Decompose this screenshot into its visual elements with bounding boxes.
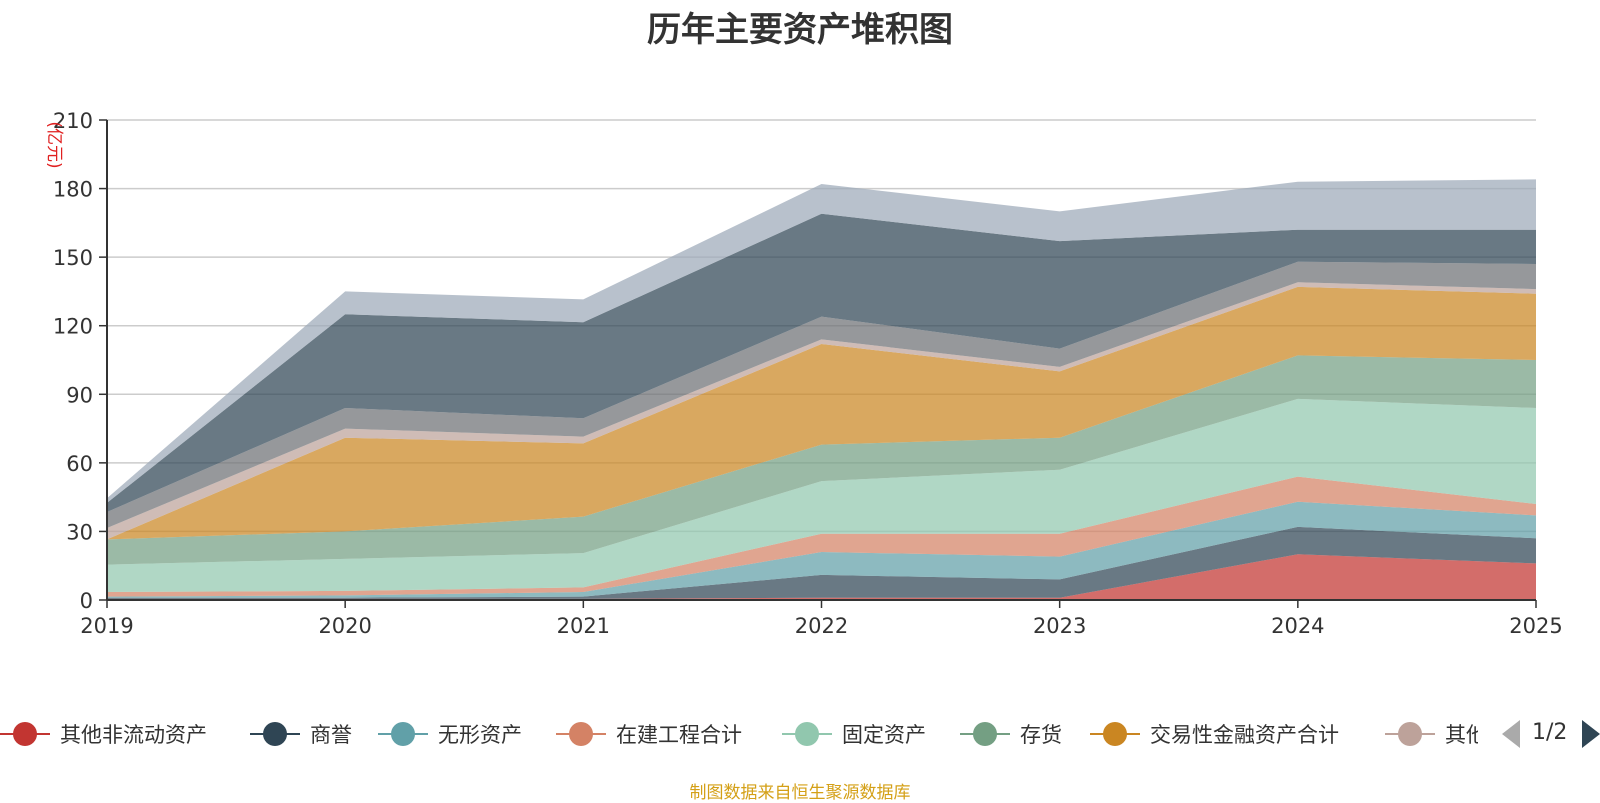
y-tick-label: 120 [53, 315, 93, 339]
area-series-3 [107, 476, 1536, 597]
area-series [107, 179, 1536, 600]
area-series-5 [107, 355, 1536, 565]
x-tick-label: 2020 [318, 614, 371, 638]
legend-marker-icon [378, 721, 428, 747]
legend-marker-icon [556, 721, 606, 747]
y-tick-label: 210 [53, 109, 93, 133]
y-axis-ticks: 0 30 60 90 120 150 180 210 [53, 109, 107, 613]
legend-label: 固定资产 [842, 723, 926, 747]
legend-items: 其他非流动资产 商誉 无形资产 在建工程合计 固定资产 存货 交易性金融资产合计 其他 [0, 714, 1478, 754]
y-tick-label: 180 [53, 178, 93, 202]
legend-marker-icon [1090, 721, 1140, 747]
y-axis-unit-label: (亿元) [44, 121, 64, 168]
legend-item[interactable]: 其他 [1385, 714, 1478, 754]
legend-marker-icon [1385, 721, 1435, 747]
x-tick-label: 2021 [557, 614, 610, 638]
legend-page-indicator: 1/2 [1532, 720, 1568, 745]
legend-label: 在建工程合计 [616, 723, 742, 747]
area-series-10 [107, 179, 1536, 503]
chart-title: 历年主要资产堆积图 [647, 10, 953, 50]
legend-label: 交易性金融资产合计 [1150, 723, 1339, 747]
area-series-2 [107, 501, 1536, 598]
area-series-9 [107, 213, 1536, 512]
legend-label: 无形资产 [438, 723, 522, 747]
legend-marker-icon [782, 721, 832, 747]
stacked-area-chart: 0 30 60 90 120 150 180 210 2019 2020 2021 2022 2023… [44, 109, 1563, 638]
legend-label: 商誉 [310, 723, 352, 747]
legend: 其他非流动资产 商誉 无形资产 在建工程合计 固定资产 存货 交易性金融资产合计 其他 1/2 [0, 714, 1600, 754]
legend-item[interactable]: 存货 [960, 714, 1062, 754]
x-tick-label: 2019 [80, 614, 133, 638]
area-series-6 [107, 286, 1536, 540]
area-series-4 [107, 398, 1536, 592]
legend-label: 其他 [1445, 723, 1478, 747]
x-tick-label: 2025 [1509, 614, 1562, 638]
x-axis-ticks: 2019 2020 2021 2022 2023 2024 2025 [80, 600, 1563, 638]
area-series-1 [107, 526, 1536, 599]
legend-item[interactable]: 固定资产 [782, 714, 926, 754]
legend-next-page-icon[interactable] [1582, 720, 1600, 748]
legend-item[interactable]: 无形资产 [378, 714, 522, 754]
x-tick-label: 2024 [1271, 614, 1324, 638]
legend-marker-icon [250, 721, 300, 747]
y-tick-label: 60 [66, 452, 93, 476]
legend-label: 其他非流动资产 [60, 723, 207, 747]
legend-item[interactable]: 交易性金融资产合计 [1090, 714, 1339, 754]
legend-prev-page-icon[interactable] [1502, 720, 1520, 748]
y-tick-label: 0 [80, 589, 93, 613]
x-tick-label: 2022 [795, 614, 848, 638]
y-tick-label: 30 [66, 520, 93, 544]
y-tick-label: 150 [53, 246, 93, 270]
legend-item[interactable]: 商誉 [250, 714, 352, 754]
x-tick-label: 2023 [1033, 614, 1086, 638]
legend-marker-icon [0, 721, 50, 747]
y-tick-label: 90 [66, 383, 93, 407]
legend-label: 存货 [1020, 723, 1062, 747]
legend-item[interactable]: 其他非流动资产 [0, 714, 207, 754]
source-note: 制图数据来自恒生聚源数据库 [689, 783, 911, 803]
legend-pager: 1/2 [1500, 714, 1600, 754]
legend-item[interactable]: 在建工程合计 [556, 714, 742, 754]
area-series-0 [107, 554, 1536, 600]
legend-marker-icon [960, 721, 1010, 747]
